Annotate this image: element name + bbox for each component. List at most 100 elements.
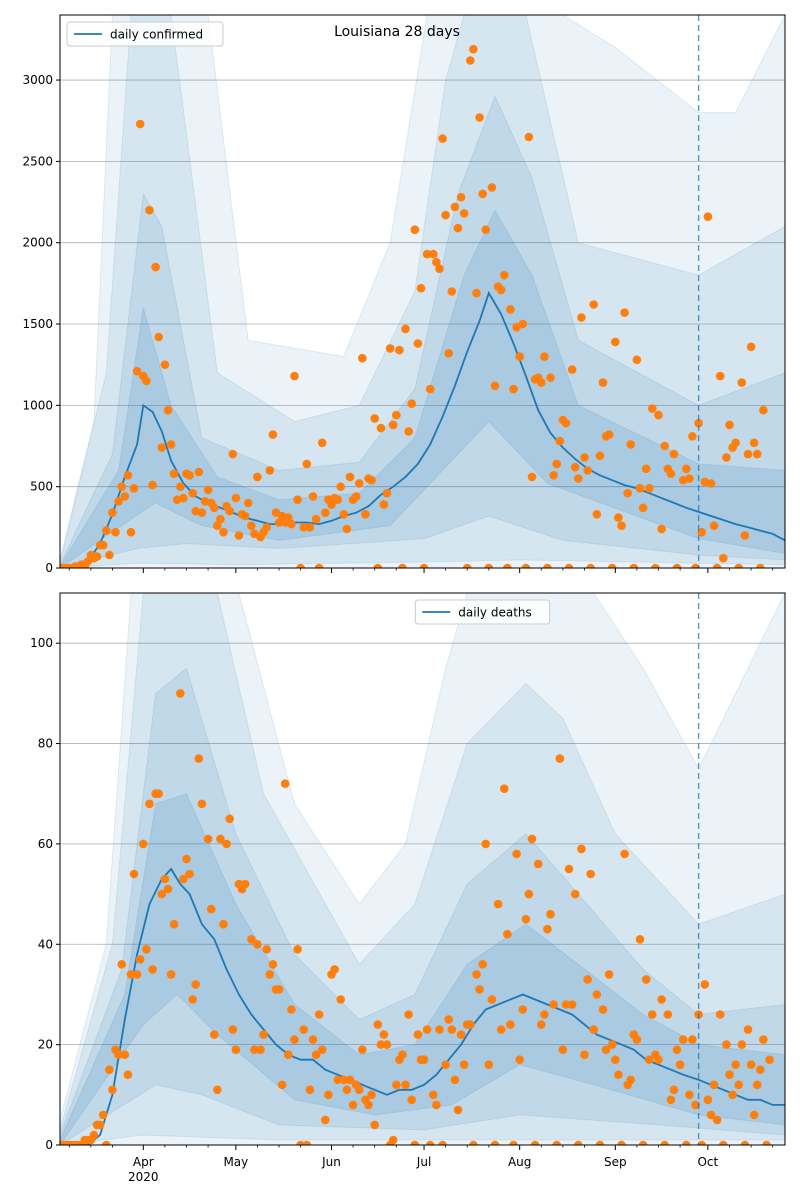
observed-point xyxy=(139,839,148,849)
uncertainty-band-mid xyxy=(60,95,785,568)
observed-point xyxy=(311,1050,321,1059)
observed-point xyxy=(438,1140,447,1145)
observed-point xyxy=(756,1065,765,1074)
observed-point xyxy=(595,1140,605,1145)
plot-frame xyxy=(59,592,786,1146)
observed-point xyxy=(444,1015,454,1024)
observed-point xyxy=(111,527,120,537)
observed-point xyxy=(169,469,179,479)
observed-point xyxy=(459,209,469,218)
observed-point xyxy=(484,1060,494,1069)
observed-point xyxy=(262,945,272,954)
observed-point xyxy=(456,1030,466,1039)
observed-point xyxy=(549,471,558,480)
observed-point xyxy=(293,945,302,954)
observed-point xyxy=(638,503,648,513)
observed-point xyxy=(660,441,669,451)
observed-point xyxy=(635,484,645,493)
x-tick-sublabel: 2020 xyxy=(128,1170,159,1184)
observed-point xyxy=(268,960,278,969)
observed-point xyxy=(447,287,457,296)
observed-point xyxy=(759,1035,768,1044)
observed-point xyxy=(145,205,154,215)
observed-point xyxy=(762,1140,771,1145)
observed-point xyxy=(154,789,163,798)
observed-point xyxy=(160,360,170,370)
x-tick-label: Oct xyxy=(697,1155,718,1169)
observed-point xyxy=(635,935,645,944)
observed-point xyxy=(188,488,197,498)
observed-point xyxy=(314,1010,324,1019)
observed-point xyxy=(496,1025,506,1034)
observed-point xyxy=(441,210,450,220)
observed-point xyxy=(466,1020,475,1029)
y-tick-label: 40 xyxy=(38,937,53,951)
observed-point xyxy=(709,521,719,530)
observed-point xyxy=(194,467,204,477)
observed-point xyxy=(632,355,642,365)
observed-point xyxy=(592,990,602,999)
observed-point xyxy=(475,985,484,994)
observed-point xyxy=(570,462,580,472)
observed-point xyxy=(274,518,284,527)
y-tick-label: 3000 xyxy=(22,73,53,87)
observed-point xyxy=(620,849,629,859)
observed-point xyxy=(345,1075,355,1085)
observed-point xyxy=(691,563,700,568)
observed-point xyxy=(558,1045,568,1054)
observed-point xyxy=(95,1120,105,1130)
observed-point xyxy=(577,313,586,322)
observed-point xyxy=(228,449,238,459)
observed-point xyxy=(351,492,361,501)
observed-point xyxy=(280,779,290,788)
y-tick-label: 2000 xyxy=(22,236,53,250)
observed-point xyxy=(367,475,376,485)
observed-point xyxy=(117,482,126,492)
observed-point xyxy=(388,420,398,430)
observed-point xyxy=(132,366,142,376)
observed-point xyxy=(487,995,497,1004)
observed-point xyxy=(740,1140,750,1145)
observed-point xyxy=(290,1035,299,1044)
observed-point xyxy=(419,563,429,568)
observed-point xyxy=(589,1025,598,1034)
observed-point xyxy=(185,869,194,879)
observed-point xyxy=(401,1080,410,1090)
observed-point xyxy=(546,909,555,919)
observed-point xyxy=(342,524,352,534)
observed-point xyxy=(379,1030,389,1039)
series-line-daily-deaths xyxy=(60,867,785,1145)
observed-point xyxy=(682,464,691,474)
observed-point xyxy=(577,844,586,854)
observed-point xyxy=(515,352,524,361)
observed-point xyxy=(660,1140,669,1145)
observed-point xyxy=(373,563,383,568)
observed-point xyxy=(743,1025,753,1034)
observed-point xyxy=(617,1140,626,1145)
observed-point xyxy=(419,1055,429,1064)
observed-point xyxy=(481,839,491,849)
observed-point xyxy=(611,1055,620,1064)
observed-point xyxy=(638,1140,648,1145)
observed-point xyxy=(166,970,176,979)
observed-point xyxy=(299,523,309,532)
observed-point xyxy=(145,799,154,809)
observed-point xyxy=(287,519,296,529)
observed-point xyxy=(154,332,163,342)
observed-point xyxy=(108,1085,117,1095)
observed-point xyxy=(117,960,126,969)
observed-point xyxy=(706,479,716,488)
observed-point xyxy=(179,493,188,503)
observed-point xyxy=(410,225,420,234)
observed-point xyxy=(425,1140,435,1145)
observed-point xyxy=(253,940,262,949)
plot-frame xyxy=(59,14,786,569)
observed-point xyxy=(648,404,657,413)
observed-point xyxy=(392,1080,401,1090)
observed-point xyxy=(432,257,441,267)
observed-point xyxy=(231,1045,241,1054)
observed-point xyxy=(89,1130,99,1140)
observed-point xyxy=(614,513,623,522)
observed-point xyxy=(527,472,537,482)
observed-point xyxy=(392,410,401,420)
